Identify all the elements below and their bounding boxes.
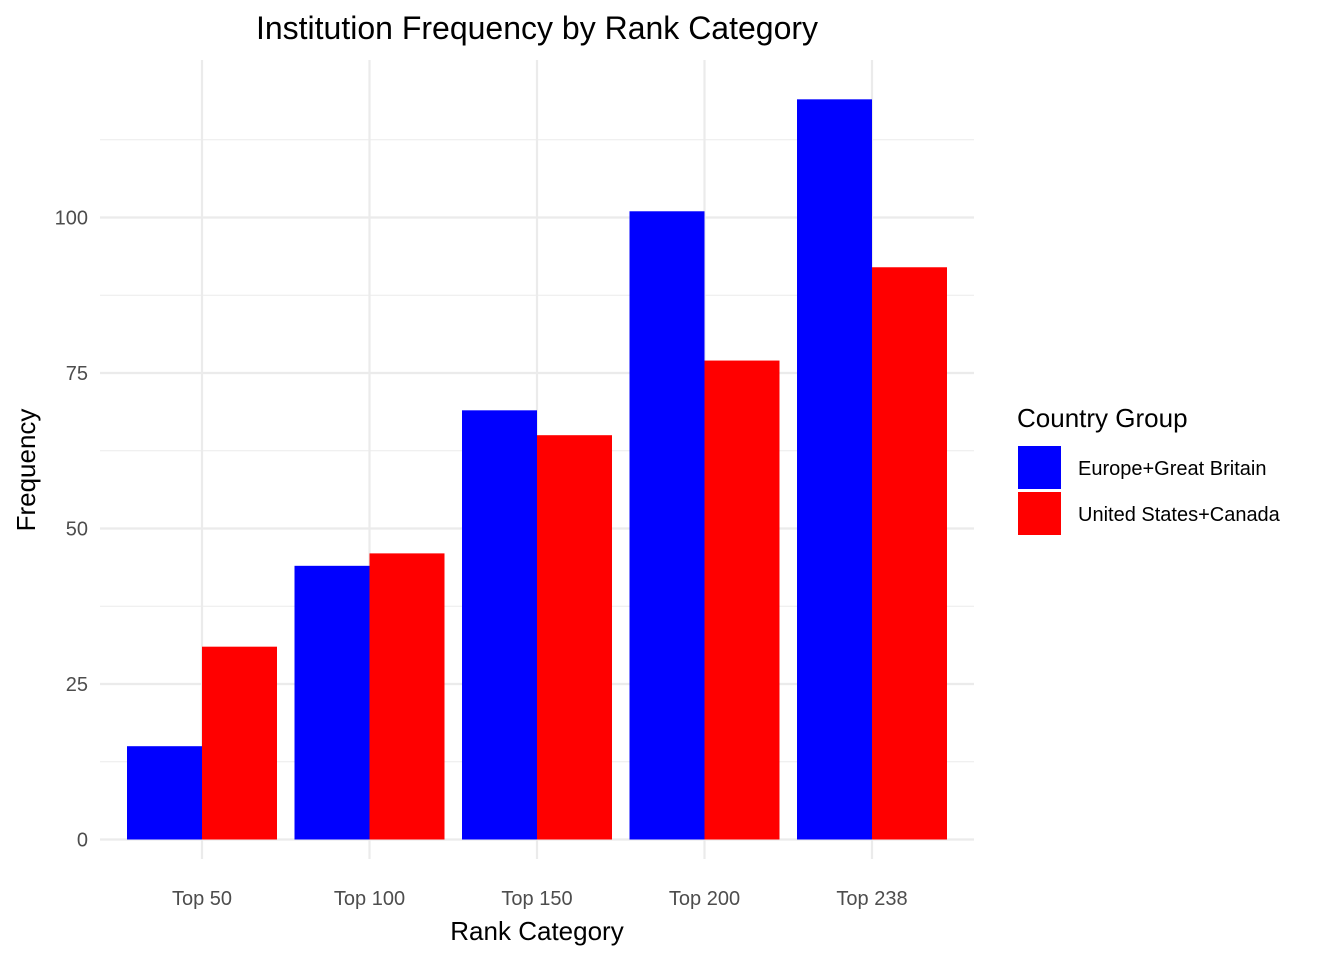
bar-united-states-canada-top-200 — [704, 360, 780, 840]
bars-layer — [127, 99, 947, 840]
bar-united-states-canada-top-150 — [537, 435, 612, 840]
bar-europe-great-britain-top-50 — [127, 746, 202, 840]
x-tick-label: Top 238 — [836, 888, 907, 910]
x-tick-label: Top 50 — [172, 888, 232, 910]
y-tick-label: 25 — [66, 674, 88, 696]
y-tick-label: 75 — [66, 363, 88, 385]
legend-swatch — [1018, 446, 1061, 489]
bar-europe-great-britain-top-238 — [797, 99, 872, 840]
x-tick-label: Top 200 — [669, 888, 740, 910]
legend-label: Europe+Great Britain — [1078, 458, 1266, 480]
x-axis-title: Rank Category — [450, 916, 623, 946]
bar-united-states-canada-top-238 — [872, 267, 947, 840]
bar-united-states-canada-top-50 — [202, 646, 277, 840]
x-tick-label: Top 100 — [334, 888, 405, 910]
x-axis-ticks: Top 50 Top 100 Top 150 Top 200 Top 238 — [172, 888, 908, 910]
bar-europe-great-britain-top-200 — [629, 211, 705, 840]
legend-label: United States+Canada — [1078, 504, 1281, 526]
y-tick-label: 100 — [55, 208, 88, 230]
y-tick-label: 0 — [77, 830, 88, 852]
legend-title: Country Group — [1017, 403, 1188, 433]
y-axis-title: Frequency — [11, 409, 41, 532]
x-tick-label: Top 150 — [501, 888, 572, 910]
legend-items: Europe+Great Britain United States+Canada — [1018, 446, 1281, 535]
bar-europe-great-britain-top-100 — [294, 565, 370, 840]
bar-europe-great-britain-top-150 — [462, 410, 537, 840]
bar-united-states-canada-top-100 — [369, 553, 445, 840]
legend-swatch — [1018, 492, 1061, 535]
legend: Country Group Europe+Great Britain United… — [1017, 403, 1281, 535]
y-axis-ticks: 0 25 50 75 100 — [55, 208, 88, 852]
y-tick-label: 50 — [66, 519, 88, 541]
chart-title: Institution Frequency by Rank Category — [256, 10, 818, 46]
